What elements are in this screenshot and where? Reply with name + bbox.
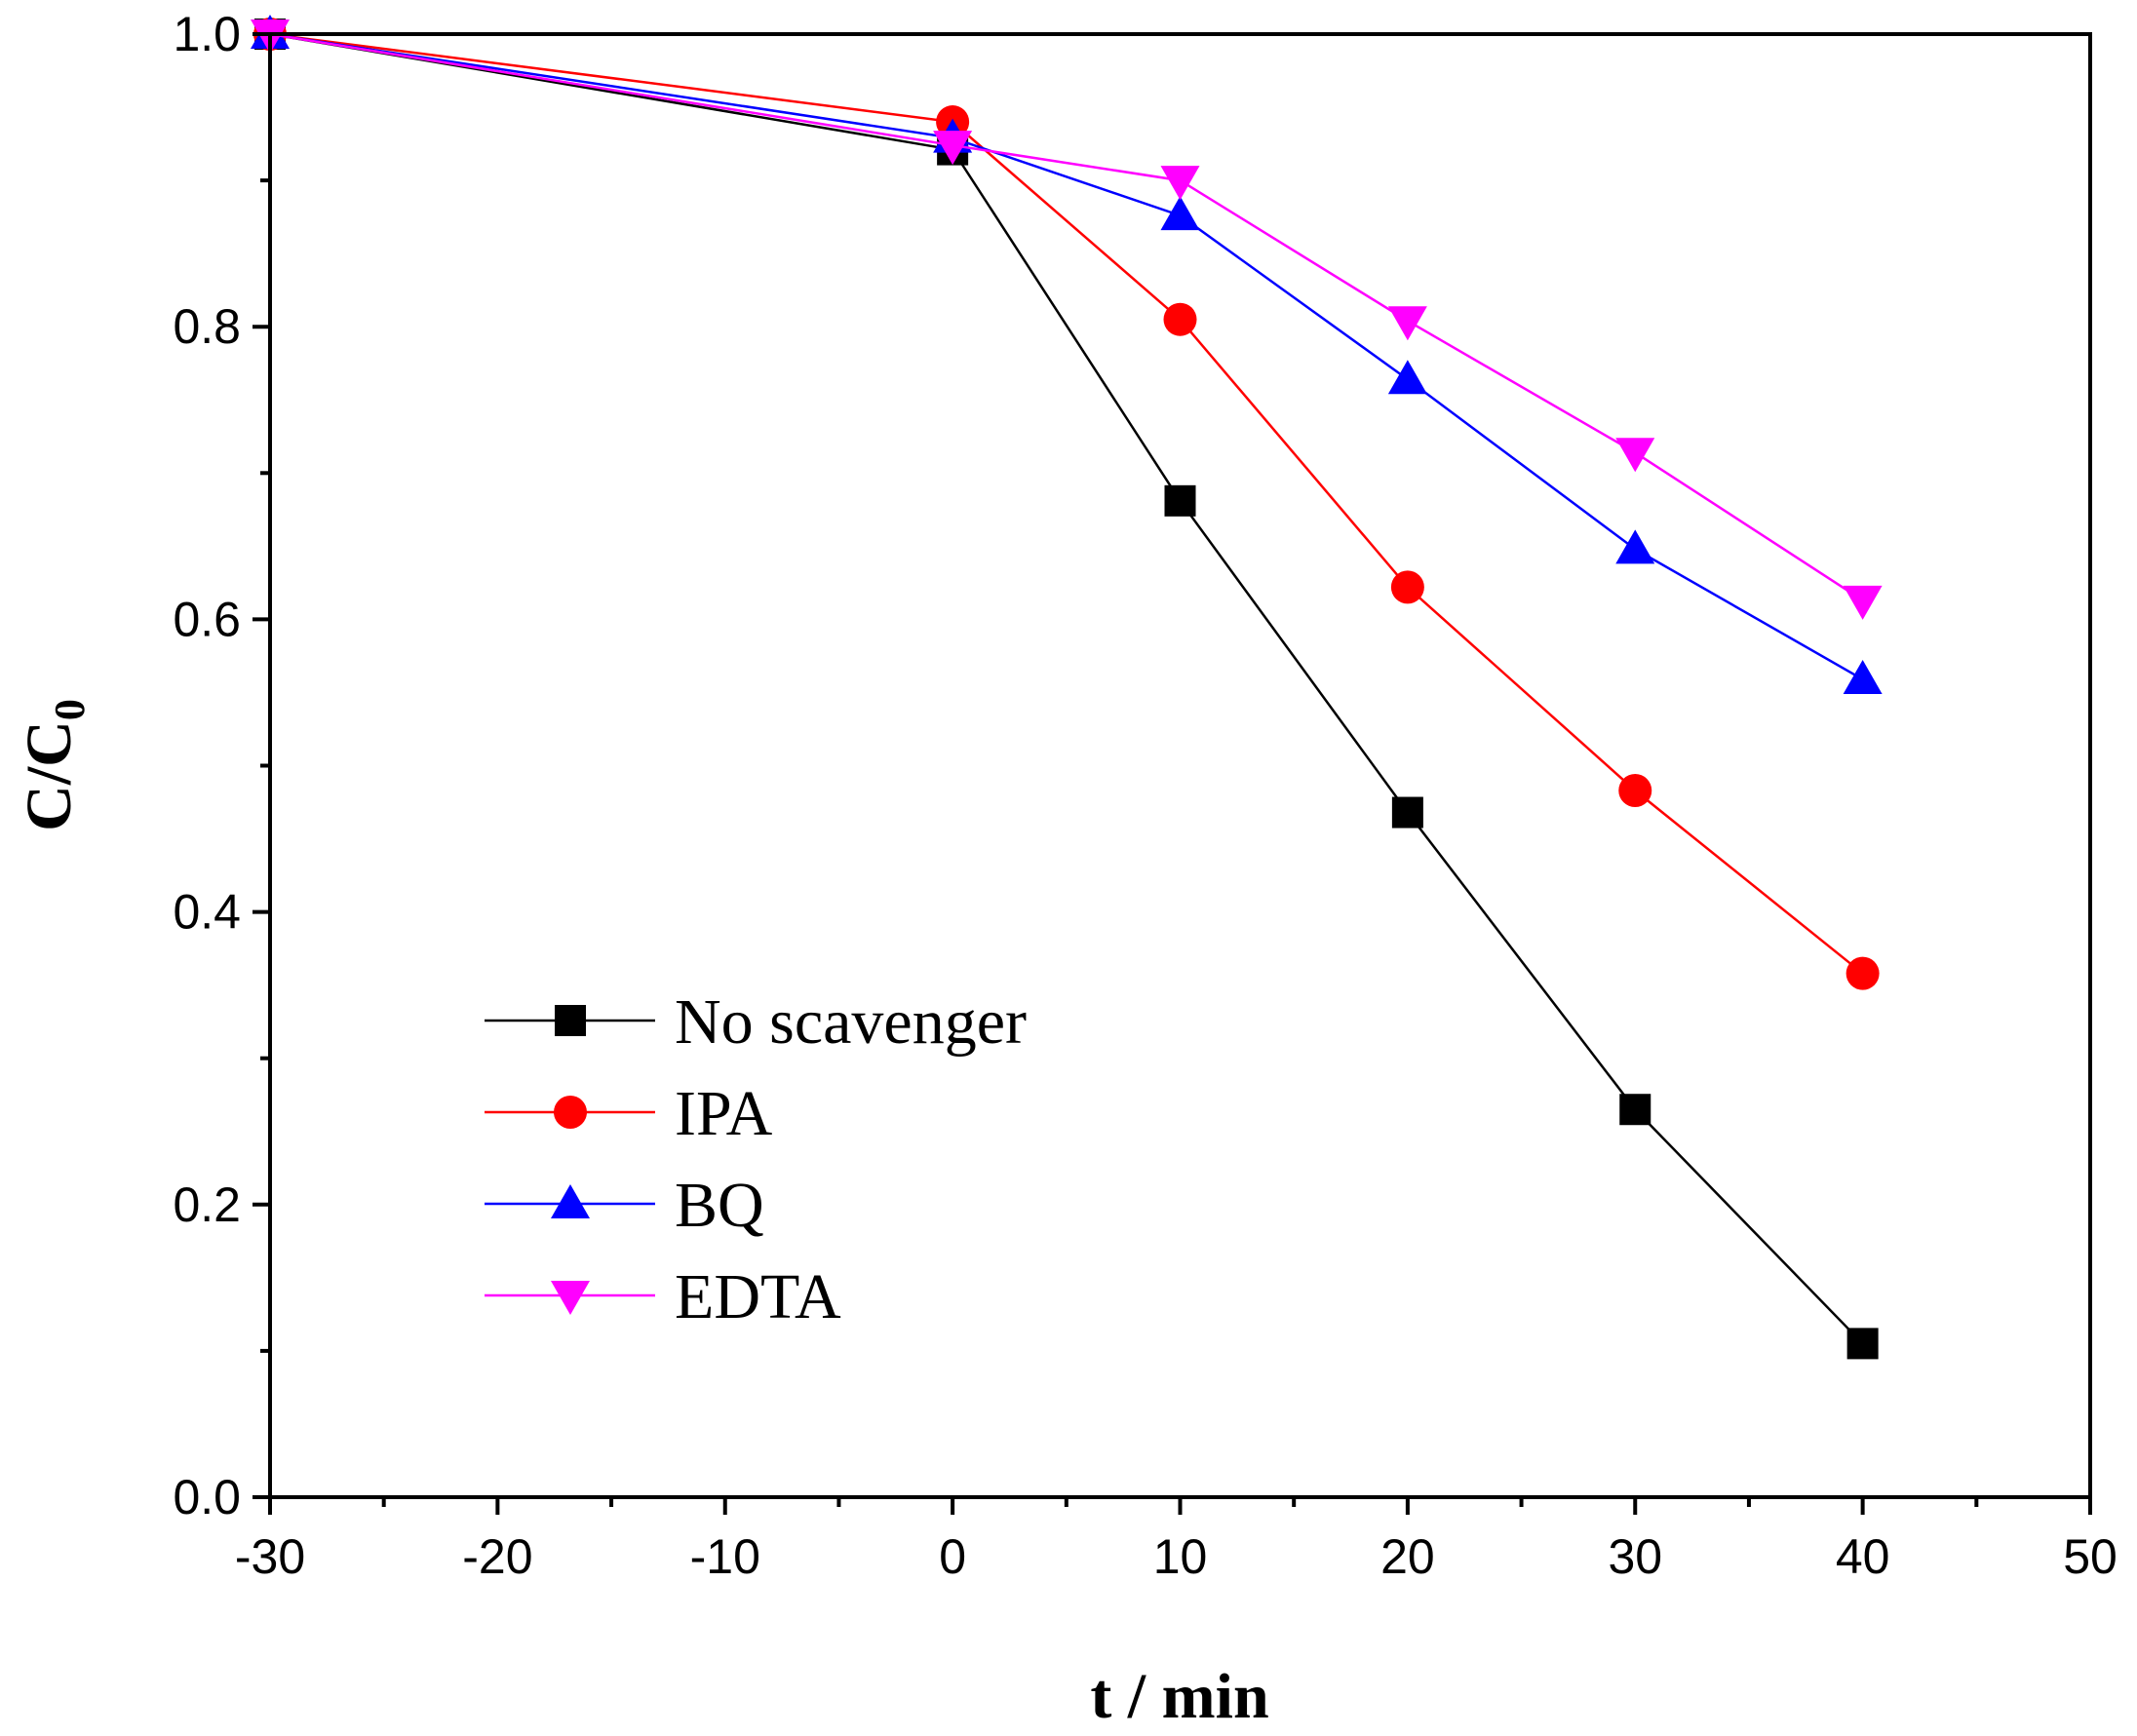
data-point-ipa [1163, 302, 1197, 336]
data-point-no-scavenger [1164, 484, 1196, 517]
data-point-ipa [1846, 956, 1880, 990]
legend: No scavenger IPA BQ EDTA [485, 986, 1027, 1332]
legend-marker [554, 1096, 587, 1129]
y-tick-label: 0.6 [173, 592, 241, 646]
data-point-bq [1160, 196, 1200, 231]
axes: -30 -20 -10 0 10 20 30 40 50 0.0 0.2 0.4 0.6 0.8 1.0 [173, 7, 2117, 1584]
x-tick-label: 50 [2063, 1529, 2118, 1584]
y-tick-label: 1.0 [173, 7, 241, 61]
data-point-ipa [1618, 774, 1652, 808]
x-tick-label: 20 [1380, 1529, 1435, 1584]
x-tick-label: 40 [1836, 1529, 1890, 1584]
data-point-bq [1615, 529, 1655, 564]
data-point-edta [1615, 438, 1655, 473]
legend-item-ipa: IPA [485, 1078, 773, 1149]
y-axis-title: C/C0 [14, 699, 94, 831]
legend-label: BQ [675, 1170, 764, 1241]
x-tick-label: 30 [1608, 1529, 1662, 1584]
series-line-edta [269, 32, 1864, 601]
data-point-bq [1843, 659, 1883, 694]
data-point-bq [1387, 360, 1427, 395]
legend-label: EDTA [675, 1261, 841, 1332]
legend-label: No scavenger [675, 986, 1027, 1058]
data-point-no-scavenger [1391, 796, 1423, 829]
legend-item-no-scavenger: No scavenger [485, 986, 1027, 1058]
legend-item-bq: BQ [485, 1170, 764, 1241]
x-tick-label: -20 [462, 1529, 532, 1584]
series-line-no-scavenger [269, 32, 1864, 1345]
legend-item-edta: EDTA [485, 1261, 841, 1332]
data-point-no-scavenger [1619, 1094, 1651, 1126]
y-tick-label: 0.2 [173, 1177, 241, 1232]
data-point-edta [1843, 585, 1883, 620]
legend-marker [551, 1281, 590, 1315]
x-tick-label: 0 [939, 1529, 966, 1584]
legend-marker [555, 1005, 586, 1036]
series-line-ipa [269, 32, 1864, 975]
data-point-ipa [1390, 570, 1424, 604]
x-axis-title: t / min [1090, 1661, 1268, 1732]
data-point-edta [1387, 306, 1427, 341]
x-tick-label: 10 [1153, 1529, 1208, 1584]
data-point-edta [933, 131, 973, 166]
data-point-no-scavenger [1846, 1328, 1879, 1360]
legend-marker [551, 1184, 590, 1218]
y-axis-title-subscript: 0 [46, 699, 94, 720]
x-tick-label: -10 [690, 1529, 760, 1584]
plot-series [251, 15, 1883, 1360]
y-tick-label: 0.4 [173, 885, 241, 940]
series-edta [251, 19, 1883, 620]
x-tick-label: -30 [235, 1529, 305, 1584]
legend-label: IPA [675, 1078, 773, 1149]
y-tick-label: 0.8 [173, 299, 241, 354]
data-point-edta [1160, 166, 1200, 201]
y-axis-title-main: C/C [14, 720, 85, 831]
series-line-bq [269, 32, 1864, 681]
y-tick-label: 0.0 [173, 1470, 241, 1524]
